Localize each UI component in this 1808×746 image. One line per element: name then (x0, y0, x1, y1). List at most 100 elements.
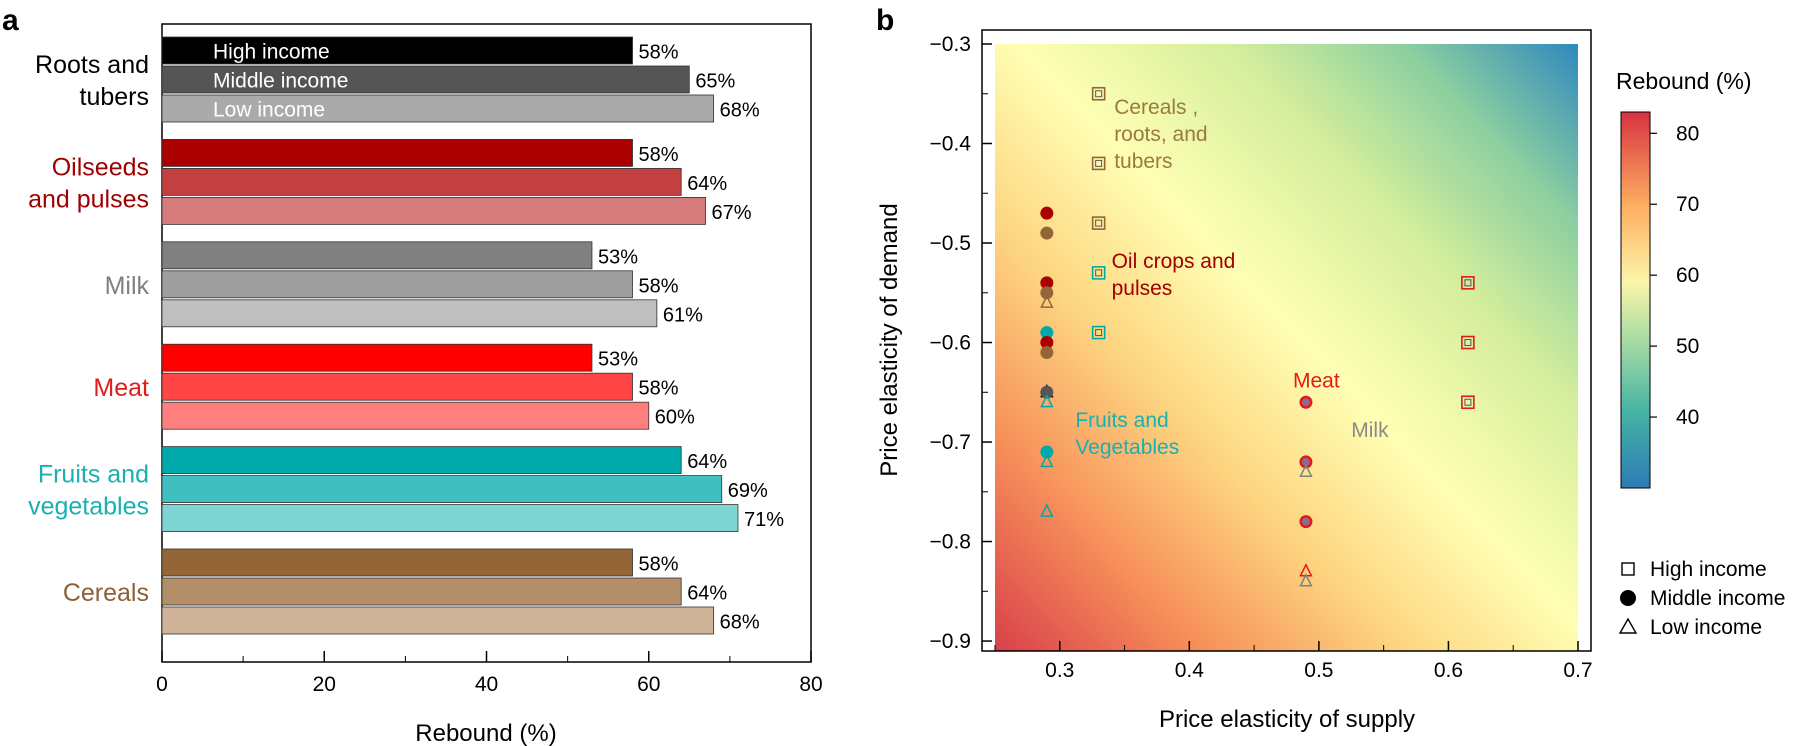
bar-value-label: 71% (744, 509, 784, 531)
panel-b-label: b (876, 4, 894, 37)
legend-triangle-icon (1618, 617, 1638, 634)
colorbar-tick-label: 50 (1676, 335, 1699, 358)
point-middle-income (1040, 206, 1054, 220)
point-low-income (1299, 463, 1313, 478)
x-tick-label: 0.5 (1304, 659, 1333, 682)
bar-value-label: 69% (728, 480, 768, 502)
point-high-income (1091, 216, 1106, 230)
scatter-points (1040, 86, 1475, 587)
y-tick-label: −0.3 (930, 33, 971, 56)
series-annotation: Oil crops and (1112, 250, 1236, 273)
point-high-income (1091, 86, 1106, 101)
y-tick-label: −0.4 (930, 133, 972, 156)
scatter-legend: High income Middle income Low income (1618, 558, 1785, 639)
bar (161, 372, 633, 401)
colorbar-gradient (1620, 111, 1651, 489)
legend-label: High income (1650, 558, 1767, 581)
scatter-annotations: Cereals , roots, and tubers Oil crops and pu… (1075, 96, 1389, 459)
bar-value-label: 64% (687, 173, 727, 195)
bar (161, 343, 593, 372)
bar-value-label: 67% (712, 202, 752, 224)
bar (161, 299, 658, 328)
bar (161, 548, 633, 577)
series-annotation: Cereals , (1114, 96, 1198, 119)
bar (161, 94, 715, 123)
colorbar-title: Rebound (%) (1616, 68, 1752, 94)
colorbar-tick-label: 60 (1676, 264, 1699, 287)
category-label: vegetables (28, 493, 149, 521)
heatmap-background (995, 44, 1578, 651)
scatter-y-label: Price elasticity of demand (876, 203, 903, 476)
category-label: and pulses (28, 185, 149, 213)
y-tick-label: −0.8 (930, 531, 971, 554)
bar-chart-x-axis: 0 20 40 60 80 (156, 651, 823, 696)
point-middle-income (1040, 385, 1054, 399)
legend-label: Middle income (1650, 587, 1785, 610)
category-label: Cereals (63, 579, 149, 607)
x-tick-label: 0.4 (1175, 659, 1205, 682)
y-tick-label: −0.9 (930, 630, 971, 653)
point-middle-income (1040, 286, 1054, 300)
series-annotation: pulses (1112, 277, 1173, 300)
point-low-income (1040, 503, 1054, 517)
point-middle-income (1040, 226, 1054, 240)
x-tick-label: 60 (637, 673, 660, 696)
x-tick-label: 80 (799, 673, 822, 696)
bar (161, 606, 715, 635)
bar (161, 446, 682, 475)
colorbar-tick-label: 40 (1676, 406, 1699, 429)
x-tick-label: 0.3 (1045, 659, 1074, 682)
point-high-income (1461, 276, 1475, 290)
bar-value-label: 58% (639, 42, 679, 64)
category-label: Oilseeds (52, 153, 149, 181)
bar (161, 577, 682, 606)
legend-circle-icon (1620, 590, 1636, 606)
y-tick-label: −0.6 (930, 332, 971, 355)
panel-a-label: a (2, 4, 19, 37)
category-label: tubers (80, 83, 149, 111)
bar (161, 36, 633, 65)
bar-value-label: 58% (639, 275, 679, 297)
x-tick-label: 0.6 (1434, 659, 1463, 682)
colorbar-ticks: 40 50 60 70 80 (1650, 122, 1699, 429)
bar-value-label: 60% (655, 407, 695, 429)
x-tick-label: 0 (156, 673, 168, 696)
series-label: High income (213, 41, 330, 64)
series-annotation: Fruits and (1075, 409, 1168, 432)
scatter-frame (981, 29, 1592, 652)
bar (161, 241, 593, 270)
bar (161, 167, 682, 196)
point-high-income (1091, 325, 1106, 340)
point-middle-income (1040, 326, 1054, 340)
bar-value-label: 58% (639, 144, 679, 166)
scatter-panel-b: 0.3 0.4 0.5 0.6 0.7 −0.3 −0.4 −0.5 −0.6 −0.7 −0.8 −… (876, 29, 1593, 733)
bar-value-label: 65% (695, 71, 735, 93)
point-high-income (1461, 335, 1475, 350)
bar-value-label: 58% (639, 378, 679, 400)
colorbar: Rebound (%) 40 50 60 70 80 (1616, 68, 1752, 489)
scatter-axes: 0.3 0.4 0.5 0.6 0.7 −0.3 −0.4 −0.5 −0.6 −0.7 −0.8 −… (930, 33, 1593, 682)
scatter-x-label: Price elasticity of supply (1159, 706, 1415, 733)
bar (161, 504, 739, 533)
bar-value-label: 64% (687, 451, 727, 473)
series-label: Low income (213, 99, 325, 122)
series-annotation: Meat (1293, 369, 1340, 392)
x-tick-label: 0.7 (1563, 659, 1592, 682)
x-tick-label: 20 (313, 673, 336, 696)
bar-value-label: 68% (720, 612, 760, 634)
series-label: Middle income (213, 70, 348, 93)
series-annotation: tubers (1114, 150, 1172, 173)
bar (161, 475, 723, 504)
bar-chart-panel-a: 58% High income 65% Middle income 68% Low inc… (28, 23, 823, 746)
point-middle-income (1040, 345, 1054, 359)
bar (161, 270, 633, 299)
bar-chart-bars: 58% High income 65% Middle income 68% Low inc… (28, 36, 784, 635)
point-middle-income (1040, 276, 1054, 290)
category-label: Roots and (35, 51, 149, 79)
bar-value-label: 53% (598, 349, 638, 371)
legend-label: Low income (1650, 616, 1762, 639)
point-high-income (1461, 395, 1475, 410)
category-label: Meat (93, 374, 149, 402)
point-low-income (1040, 294, 1054, 308)
